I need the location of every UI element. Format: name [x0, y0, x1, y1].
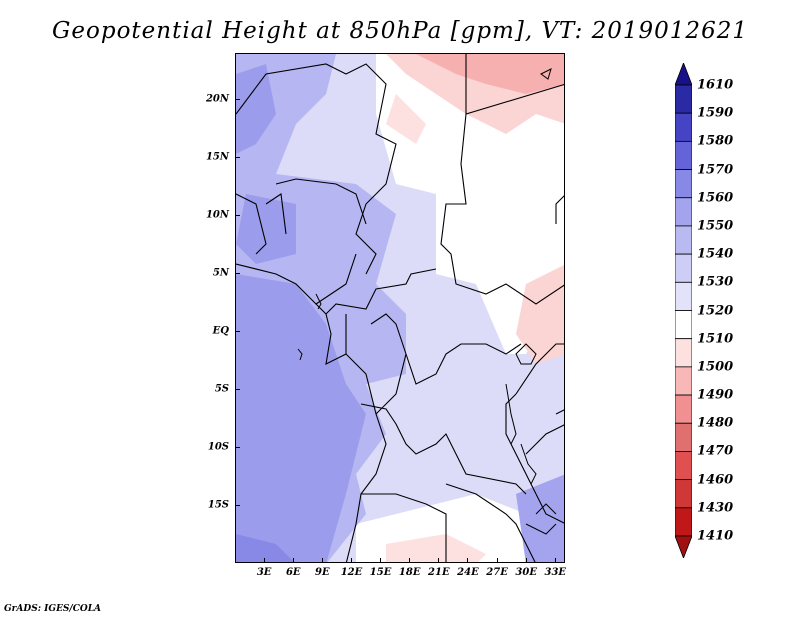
x-tick-mark [321, 558, 323, 563]
x-tick-mark [438, 558, 440, 563]
colorbar-level-label: 1460 [697, 472, 734, 488]
x-tick-label: 3E [256, 567, 272, 578]
y-tick-label: 5S [214, 383, 229, 395]
colorbar-level-label: 1590 [697, 105, 734, 121]
colorbar-level-label: 1480 [697, 415, 734, 431]
map-canvas [236, 54, 564, 562]
x-tick-label: 33E [544, 567, 567, 578]
y-tick-label: 20N [205, 93, 229, 105]
field-1500-east [516, 265, 564, 364]
field-1550-ocean [236, 274, 366, 562]
colorbar-swatch [675, 63, 692, 86]
colorbar-swatch [675, 366, 692, 396]
colorbar-level-label: 1470 [697, 443, 734, 459]
y-tick-mark [235, 98, 240, 100]
colorbar-level-label: 1520 [697, 303, 734, 318]
field-1560-sw [236, 534, 294, 562]
field-1550-se [516, 474, 564, 562]
colorbar-swatch [675, 422, 692, 452]
colorbar-swatch [675, 169, 692, 199]
grads-credit: GrADS: IGES/COLA [4, 604, 102, 614]
colorbar-level-label: 1570 [697, 162, 734, 178]
lakes [297, 68, 557, 535]
y-tick-mark [235, 272, 240, 274]
y-tick-mark [235, 388, 240, 390]
x-tick-mark [380, 558, 382, 563]
y-tick-mark [235, 214, 240, 216]
field-1500-south [386, 534, 486, 562]
y-tick-mark [235, 330, 240, 332]
colorbar-swatch [675, 281, 692, 311]
y-tick-label: 10S [207, 441, 229, 453]
y-tick-mark [235, 156, 240, 158]
colorbar-swatch [675, 479, 692, 509]
x-tick-mark [554, 558, 556, 563]
x-tick-label: 27E [486, 567, 508, 578]
colorbar-level-label: 1550 [697, 218, 734, 234]
x-tick-label: 6E [285, 567, 301, 578]
y-tick-label: 15S [207, 499, 229, 511]
colorbar-swatch [675, 394, 692, 424]
colorbar-level-label: 1500 [697, 359, 734, 375]
x-tick-label: 24E [457, 567, 479, 578]
x-tick-label: 18E [398, 567, 421, 578]
colorbar-level-label: 1580 [697, 133, 734, 149]
x-tick-mark [292, 558, 294, 563]
colorbar-level-label: 1430 [697, 500, 734, 516]
colorbar-swatch [675, 112, 692, 142]
x-tick-label: 21E [428, 567, 450, 578]
colorbar [675, 63, 692, 558]
chart-title: Geopotential Height at 850hPa [gpm], VT:… [52, 18, 748, 44]
colorbar-swatch [675, 84, 692, 114]
colorbar-swatch [675, 507, 692, 537]
y-tick-mark [235, 504, 240, 506]
colorbar-level-label: 1560 [697, 190, 734, 206]
colorbar-swatch [675, 451, 692, 481]
y-tick-label: 5N [212, 267, 229, 279]
field-1550-coast [236, 194, 296, 264]
colorbar-swatch [675, 225, 692, 255]
y-tick-label: 10N [205, 209, 229, 221]
colorbar-level-label: 1510 [697, 331, 734, 347]
colorbar-swatch [675, 197, 692, 227]
x-tick-mark [263, 558, 265, 563]
y-tick-label: EQ [212, 325, 229, 337]
map-panel [235, 53, 565, 563]
x-tick-mark [409, 558, 411, 563]
x-tick-label: 30E [515, 567, 537, 578]
y-tick-mark [235, 446, 240, 448]
field-1500-patch [386, 94, 426, 144]
x-tick-mark [496, 558, 498, 563]
field-1490-top [416, 54, 564, 94]
colorbar-swatch [675, 310, 692, 340]
colorbar-swatch [675, 535, 692, 558]
x-tick-label: 12E [340, 567, 363, 578]
colorbar-swatch [675, 338, 692, 368]
x-tick-mark [467, 558, 469, 563]
colorbar-swatch [675, 253, 692, 283]
colorbar-level-label: 1540 [697, 246, 734, 262]
colorbar-level-label: 1610 [697, 77, 734, 93]
x-tick-mark [350, 558, 352, 563]
colorbar-level-label: 1490 [697, 387, 734, 403]
x-tick-label: 15E [369, 567, 392, 578]
x-tick-mark [525, 558, 527, 563]
colorbar-level-label: 1530 [697, 274, 734, 290]
colorbar-level-label: 1410 [697, 528, 734, 544]
colorbar-swatch [675, 140, 692, 170]
field-1550-nw [236, 64, 276, 154]
x-tick-label: 9E [315, 567, 330, 578]
y-tick-label: 15N [205, 151, 229, 163]
